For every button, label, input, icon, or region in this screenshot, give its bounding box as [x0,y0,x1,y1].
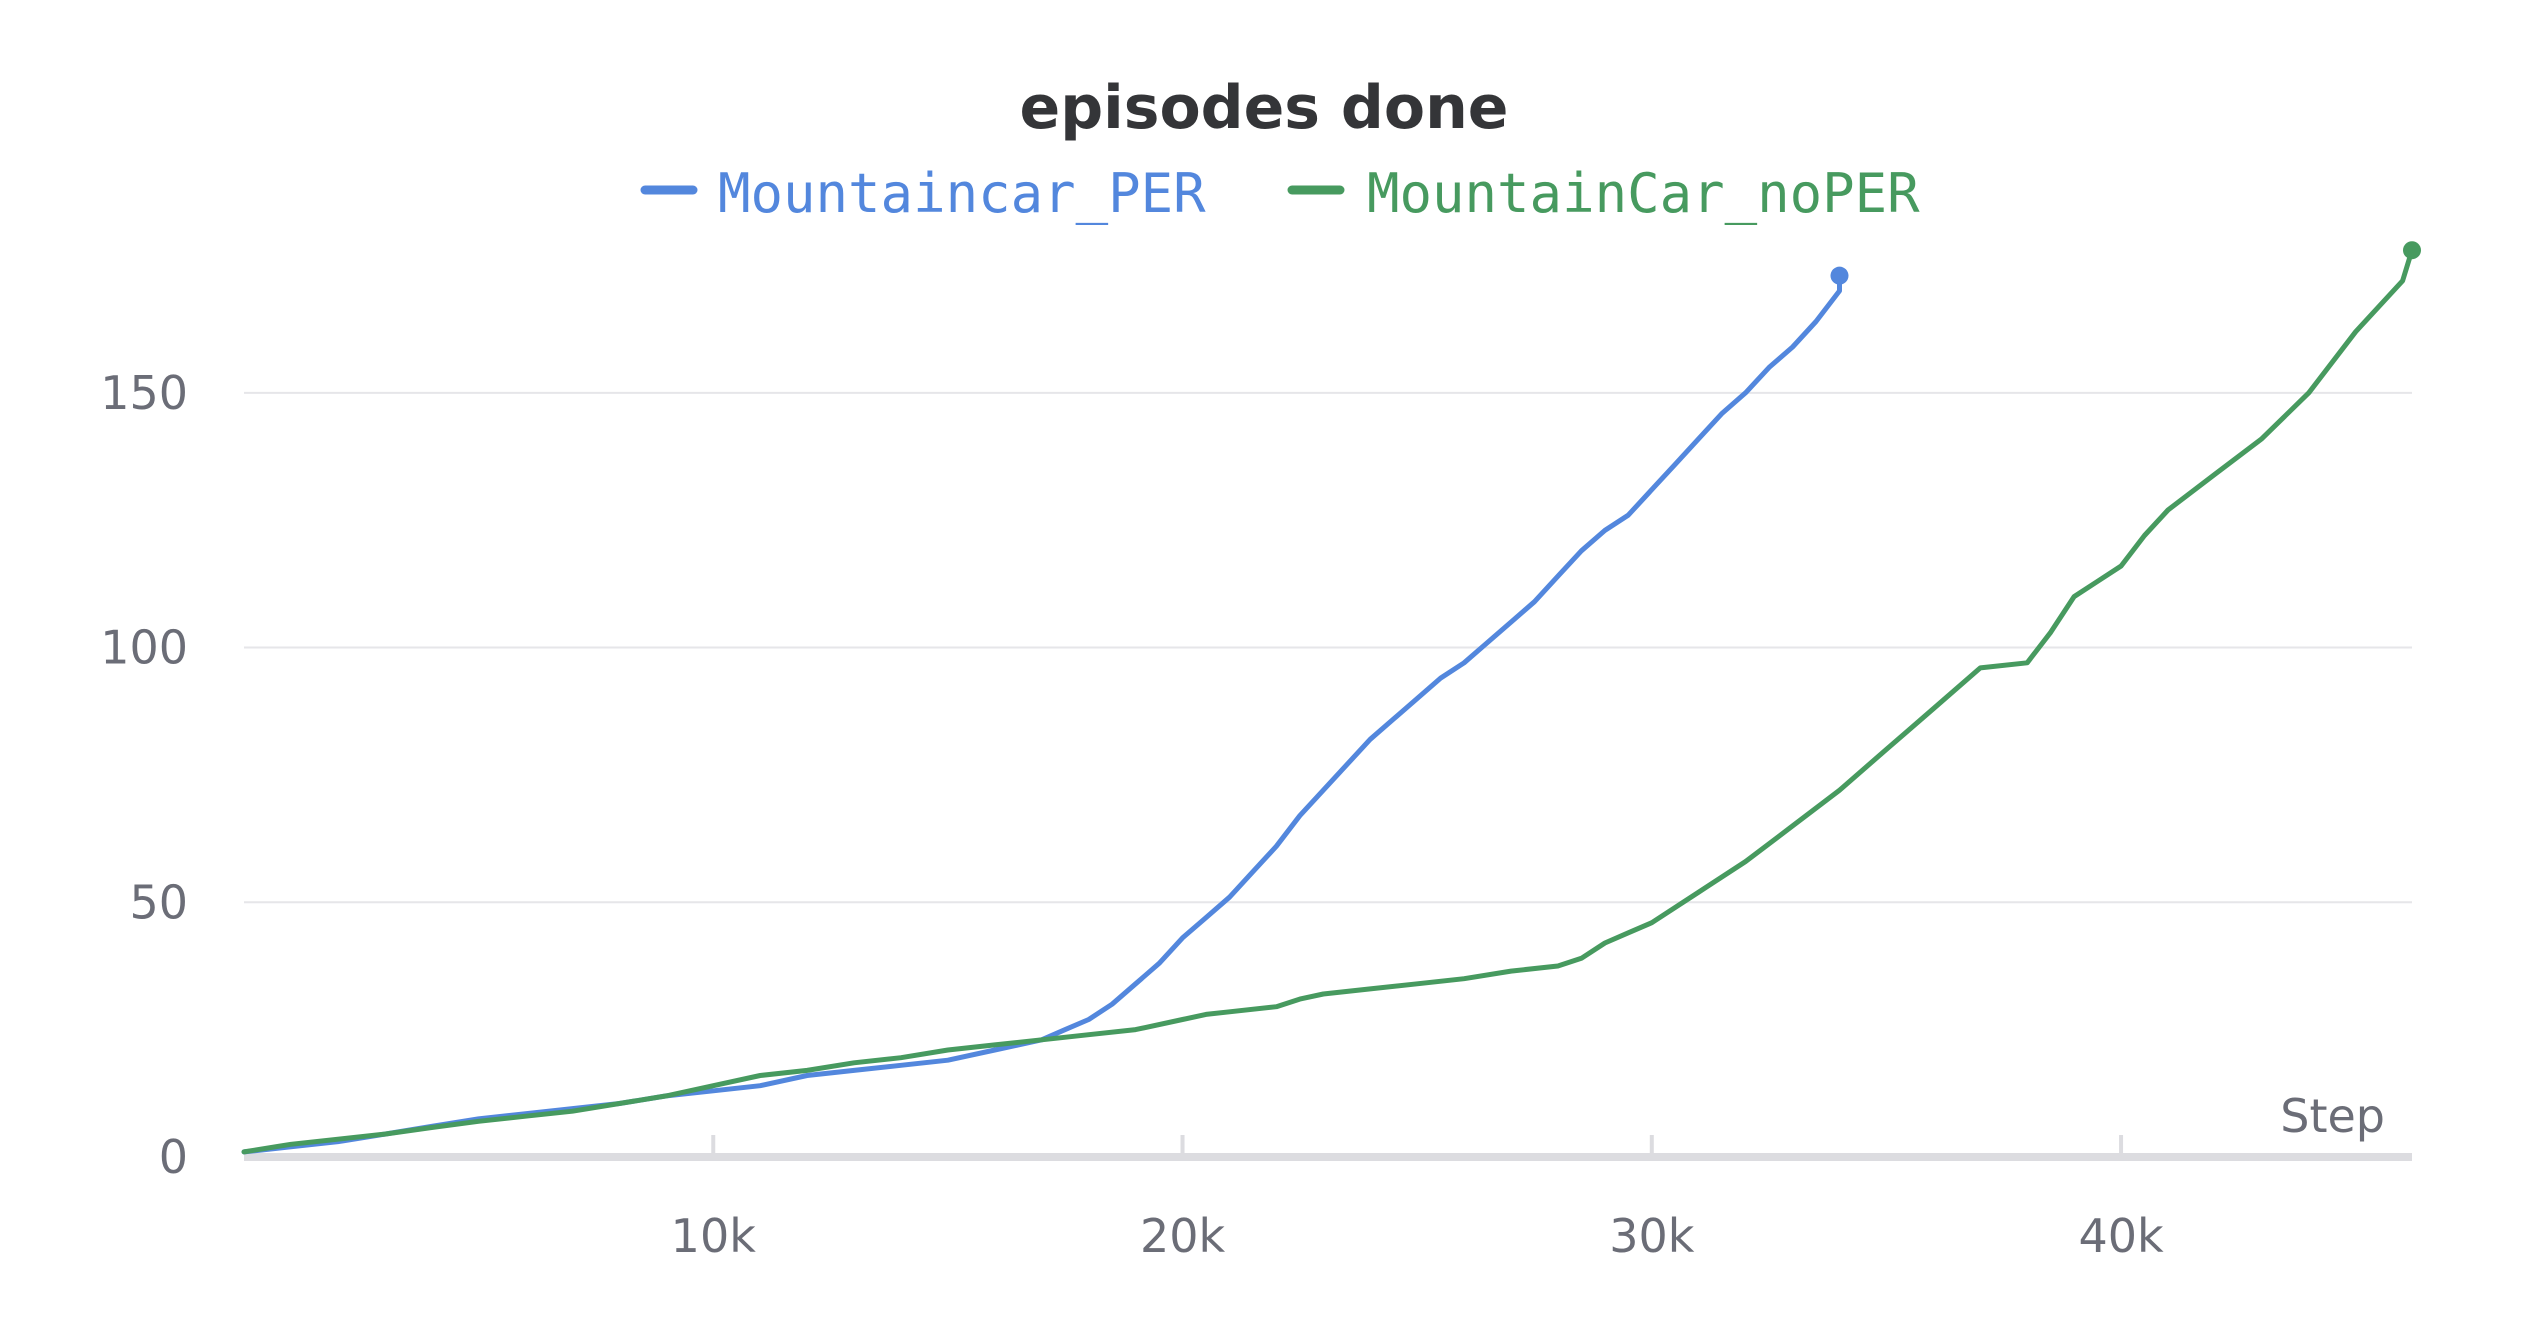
grid-layer [244,391,2412,904]
y-tick-label: 100 [100,621,188,675]
series-end-point-0[interactable] [1830,266,1849,285]
series-line-0[interactable] [241,273,1842,1155]
y-tick-label: 150 [100,366,188,420]
legend-item-per[interactable]: Mountaincar_PER [640,162,1206,225]
legend[interactable]: Mountaincar_PER MountainCar_noPER [640,162,1920,225]
series-end-point-1[interactable] [2403,241,2421,260]
x-tick-label: 10k [671,1209,757,1263]
y-tick-label: 0 [159,1130,188,1184]
x-tick-label: 30k [1609,1209,1695,1263]
legend-label-per: Mountaincar_PER [718,162,1206,225]
x-axis-label: Step [2280,1089,2385,1143]
x-tick-label: 40k [2078,1209,2164,1263]
legend-label-noper: MountainCar_noPER [1367,162,1920,225]
x-tick-label: 20k [1140,1209,1226,1263]
series-line-1[interactable] [241,247,2415,1155]
series-layer[interactable] [241,241,2421,1155]
chart-title: episodes done [1020,73,1509,143]
legend-item-noper[interactable]: MountainCar_noPER [1287,162,1920,225]
axis-layer: 0 50 100 150 10k 20k 30k 40k [100,366,2412,1263]
y-tick-label: 50 [129,875,188,929]
